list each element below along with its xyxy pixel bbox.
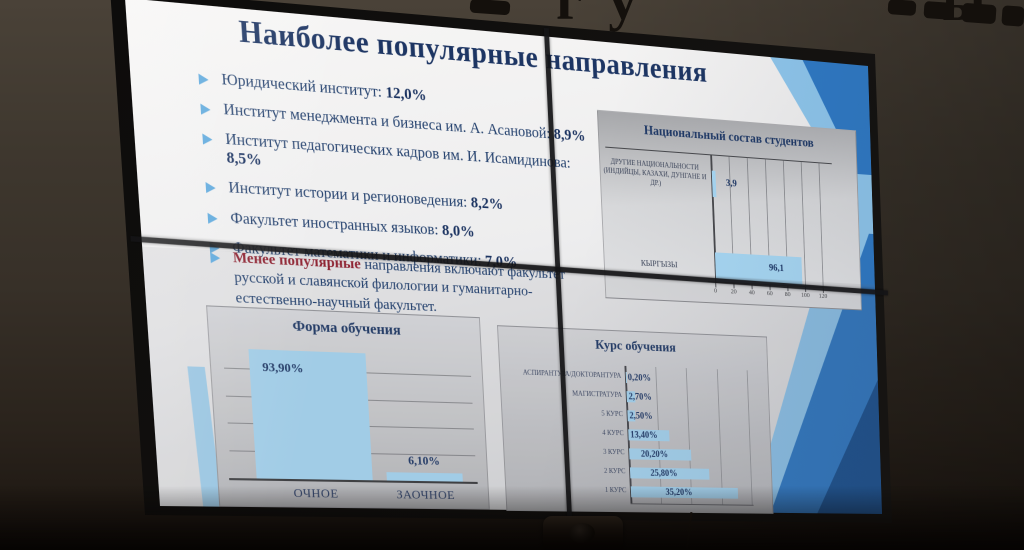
bar-value-label: 2,70% [628,391,652,402]
bar-value-label: 96,1 [768,263,785,275]
category-label: ДРУГИЕ НАЦИОНАЛЬНОСТИ (ИНДИЙЦЫ, КАЗАХИ, … [603,158,707,188]
bar-value-label: 2,50% [629,410,653,421]
wall-letter-fragment [961,2,997,25]
gridline [716,369,723,505]
gridline [746,370,753,505]
axis-tick-label: 40 [748,289,755,297]
bar-value-label: 6,10% [407,455,441,469]
bullet-triangle-icon [198,73,209,86]
chart-plot-area: АСПИРАНТУРА/ДОКТОРАНТУРА 0,20% МАГИСТРАТУР… [498,326,773,513]
chart-study-form: Форма обучения 93,90%ОЧНОЕ6,10%ЗАОЧНОЕ [206,305,490,510]
bar [386,472,463,482]
bullet-triangle-icon [207,212,218,224]
bar-value-label: 13,40% [630,429,658,441]
presentation-slide: Наиболее популярные направления Юридичес… [125,0,888,519]
wall-signage-letters-left: гу [556,0,663,33]
bullet-triangle-icon [200,103,211,116]
axis-tick-label: 0 [713,287,718,295]
axis-tick-label: 100 [800,291,810,300]
wall-letter-fragment [923,0,955,21]
bar-value-label: 93,90% [261,359,304,376]
wall-letter-fragment [887,0,917,16]
bar-value-label: 20,20% [640,448,669,460]
bar-value-label: 0,20% [627,372,652,383]
axis-tick-label: 20 [730,288,737,296]
bullet-text: Факультет иностранных языков: 8,0% [229,209,476,241]
bullet-triangle-icon [202,133,213,146]
gridline [818,162,824,288]
wall-letter-fragment [1001,5,1024,27]
bar [711,170,717,198]
bullet-triangle-icon [210,252,221,264]
chart-plot-area: 93,90%ОЧНОЕ6,10%ЗАОЧНОЕ [207,306,489,508]
category-label: КЫРГЫЗЫ [640,258,678,270]
bullet-triangle-icon [205,182,216,195]
axis-tick-label: 60 [766,290,773,298]
bullet-text: Институт истории и регионоведения: 8,2% [227,179,504,214]
axis-tick-label: 80 [784,290,791,299]
bar-value-label: 25,80% [650,467,678,479]
gridline [686,368,693,505]
bar-value-label: 3,9 [725,178,737,190]
wall-letter-fragment [469,0,511,16]
foreground-shadow [0,486,1024,550]
axis-tick-label: 120 [818,292,828,300]
